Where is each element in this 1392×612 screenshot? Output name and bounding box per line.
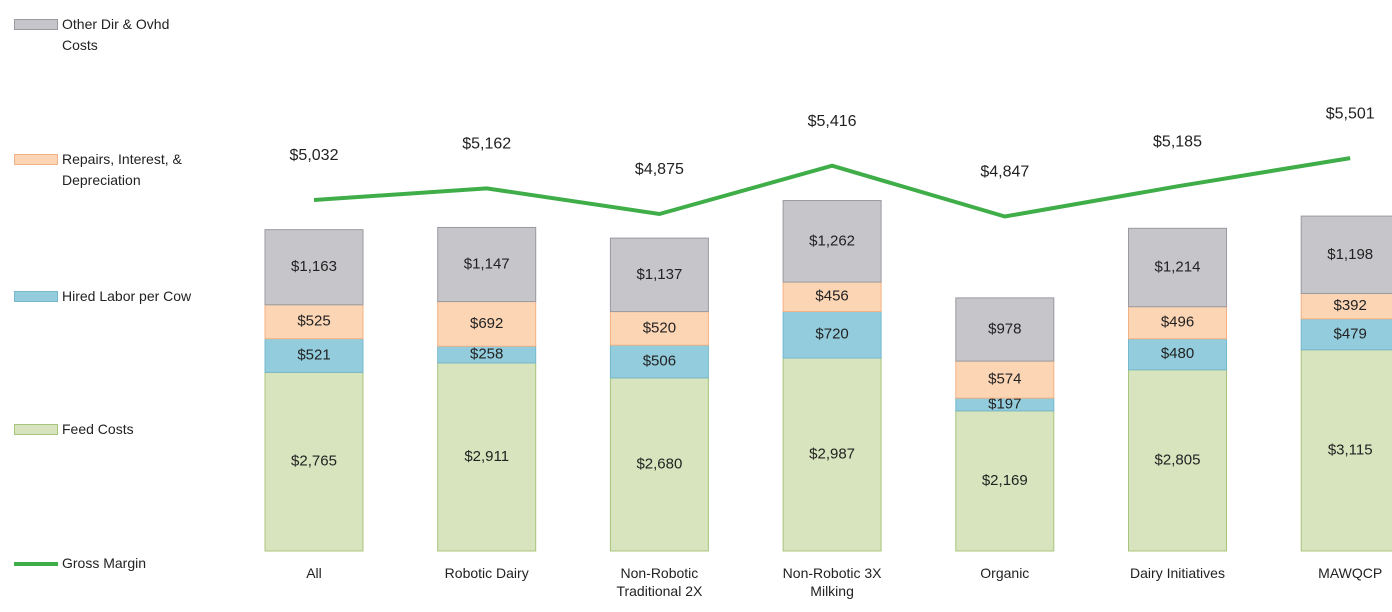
bar-segment xyxy=(264,338,364,373)
data-label: $2,987 xyxy=(809,445,855,462)
data-label: $1,163 xyxy=(291,258,337,275)
data-label: $5,501 xyxy=(1326,105,1375,122)
data-label: $1,214 xyxy=(1155,258,1201,275)
x-tick-label: All xyxy=(306,565,322,581)
data-label: $197 xyxy=(988,395,1021,412)
legend-label: Feed Costs xyxy=(62,421,134,437)
x-tick-label: Robotic Dairy xyxy=(444,565,529,581)
bar-segment xyxy=(1300,318,1392,351)
data-label: $496 xyxy=(1161,314,1194,331)
data-label: $2,805 xyxy=(1155,451,1201,468)
data-label: $392 xyxy=(1334,297,1367,314)
bar-segment xyxy=(1300,215,1392,294)
data-label: $574 xyxy=(988,371,1021,388)
data-label: $5,185 xyxy=(1153,134,1202,151)
data-label: $521 xyxy=(297,347,330,364)
x-tick-label: Organic xyxy=(980,565,1030,581)
legend-label: Repairs, Interest, & Depreciation xyxy=(62,151,182,188)
bar-segment xyxy=(264,371,364,552)
bar-segment xyxy=(437,301,537,347)
data-label: $720 xyxy=(815,326,848,343)
legend-swatch xyxy=(14,291,58,302)
data-label: $4,847 xyxy=(980,164,1029,181)
bar-segment xyxy=(609,237,709,313)
legend-swatch xyxy=(14,19,58,30)
x-tick-label: Non-Robotic 3X Milking xyxy=(782,565,882,599)
data-label: $520 xyxy=(643,319,676,336)
bar-segment xyxy=(437,362,537,552)
data-label: $525 xyxy=(297,313,330,330)
data-label: $456 xyxy=(815,288,848,305)
data-label: $506 xyxy=(643,352,676,369)
legend-label: Gross Margin xyxy=(62,555,147,571)
bar-segment xyxy=(955,360,1055,399)
data-label: $3,115 xyxy=(1328,441,1373,458)
data-label: $1,198 xyxy=(1327,246,1373,263)
legend-swatch xyxy=(14,154,58,165)
bar-segment xyxy=(1128,338,1227,371)
data-label: $5,032 xyxy=(290,147,339,164)
data-label: $2,765 xyxy=(291,453,337,470)
data-label: $5,416 xyxy=(808,113,857,130)
bar-segment xyxy=(609,377,709,552)
bar-segment xyxy=(955,297,1055,362)
bar-segment xyxy=(782,357,882,552)
data-label: $4,875 xyxy=(635,161,684,178)
bar-segment xyxy=(609,344,709,379)
data-label: $1,137 xyxy=(636,266,682,283)
bar-segment xyxy=(1128,227,1227,308)
data-label: $978 xyxy=(988,320,1021,337)
legend-label: Hired Labor per Cow xyxy=(62,288,192,304)
bar-segment xyxy=(1128,369,1227,552)
legend-swatch xyxy=(14,562,58,566)
bar-segment xyxy=(782,311,882,359)
data-label: $479 xyxy=(1334,325,1367,342)
bar-segment xyxy=(264,229,364,306)
data-label: $2,680 xyxy=(636,455,682,472)
bar-segment xyxy=(782,200,882,283)
data-label: $258 xyxy=(470,346,503,363)
bar-segment xyxy=(955,410,1055,552)
data-label: $692 xyxy=(470,315,503,332)
data-label: $480 xyxy=(1161,345,1194,362)
line xyxy=(313,156,1351,219)
bar-segment xyxy=(1300,349,1392,552)
bar-segment xyxy=(437,226,537,303)
legend-label: Other Dir & Ovhd Costs xyxy=(62,16,170,53)
data-label: $1,262 xyxy=(809,232,855,249)
data-label: $1,147 xyxy=(464,255,510,272)
data-label: $2,911 xyxy=(464,448,509,465)
data-label: $5,162 xyxy=(462,136,511,153)
data-label: $2,169 xyxy=(982,472,1028,489)
legend-swatch xyxy=(14,424,58,435)
x-tick-label: MAWQCP xyxy=(1318,565,1383,581)
x-tick-label: Dairy Initiatives xyxy=(1130,565,1225,581)
x-tick-label: Non-Robotic Traditional 2X xyxy=(616,565,703,599)
